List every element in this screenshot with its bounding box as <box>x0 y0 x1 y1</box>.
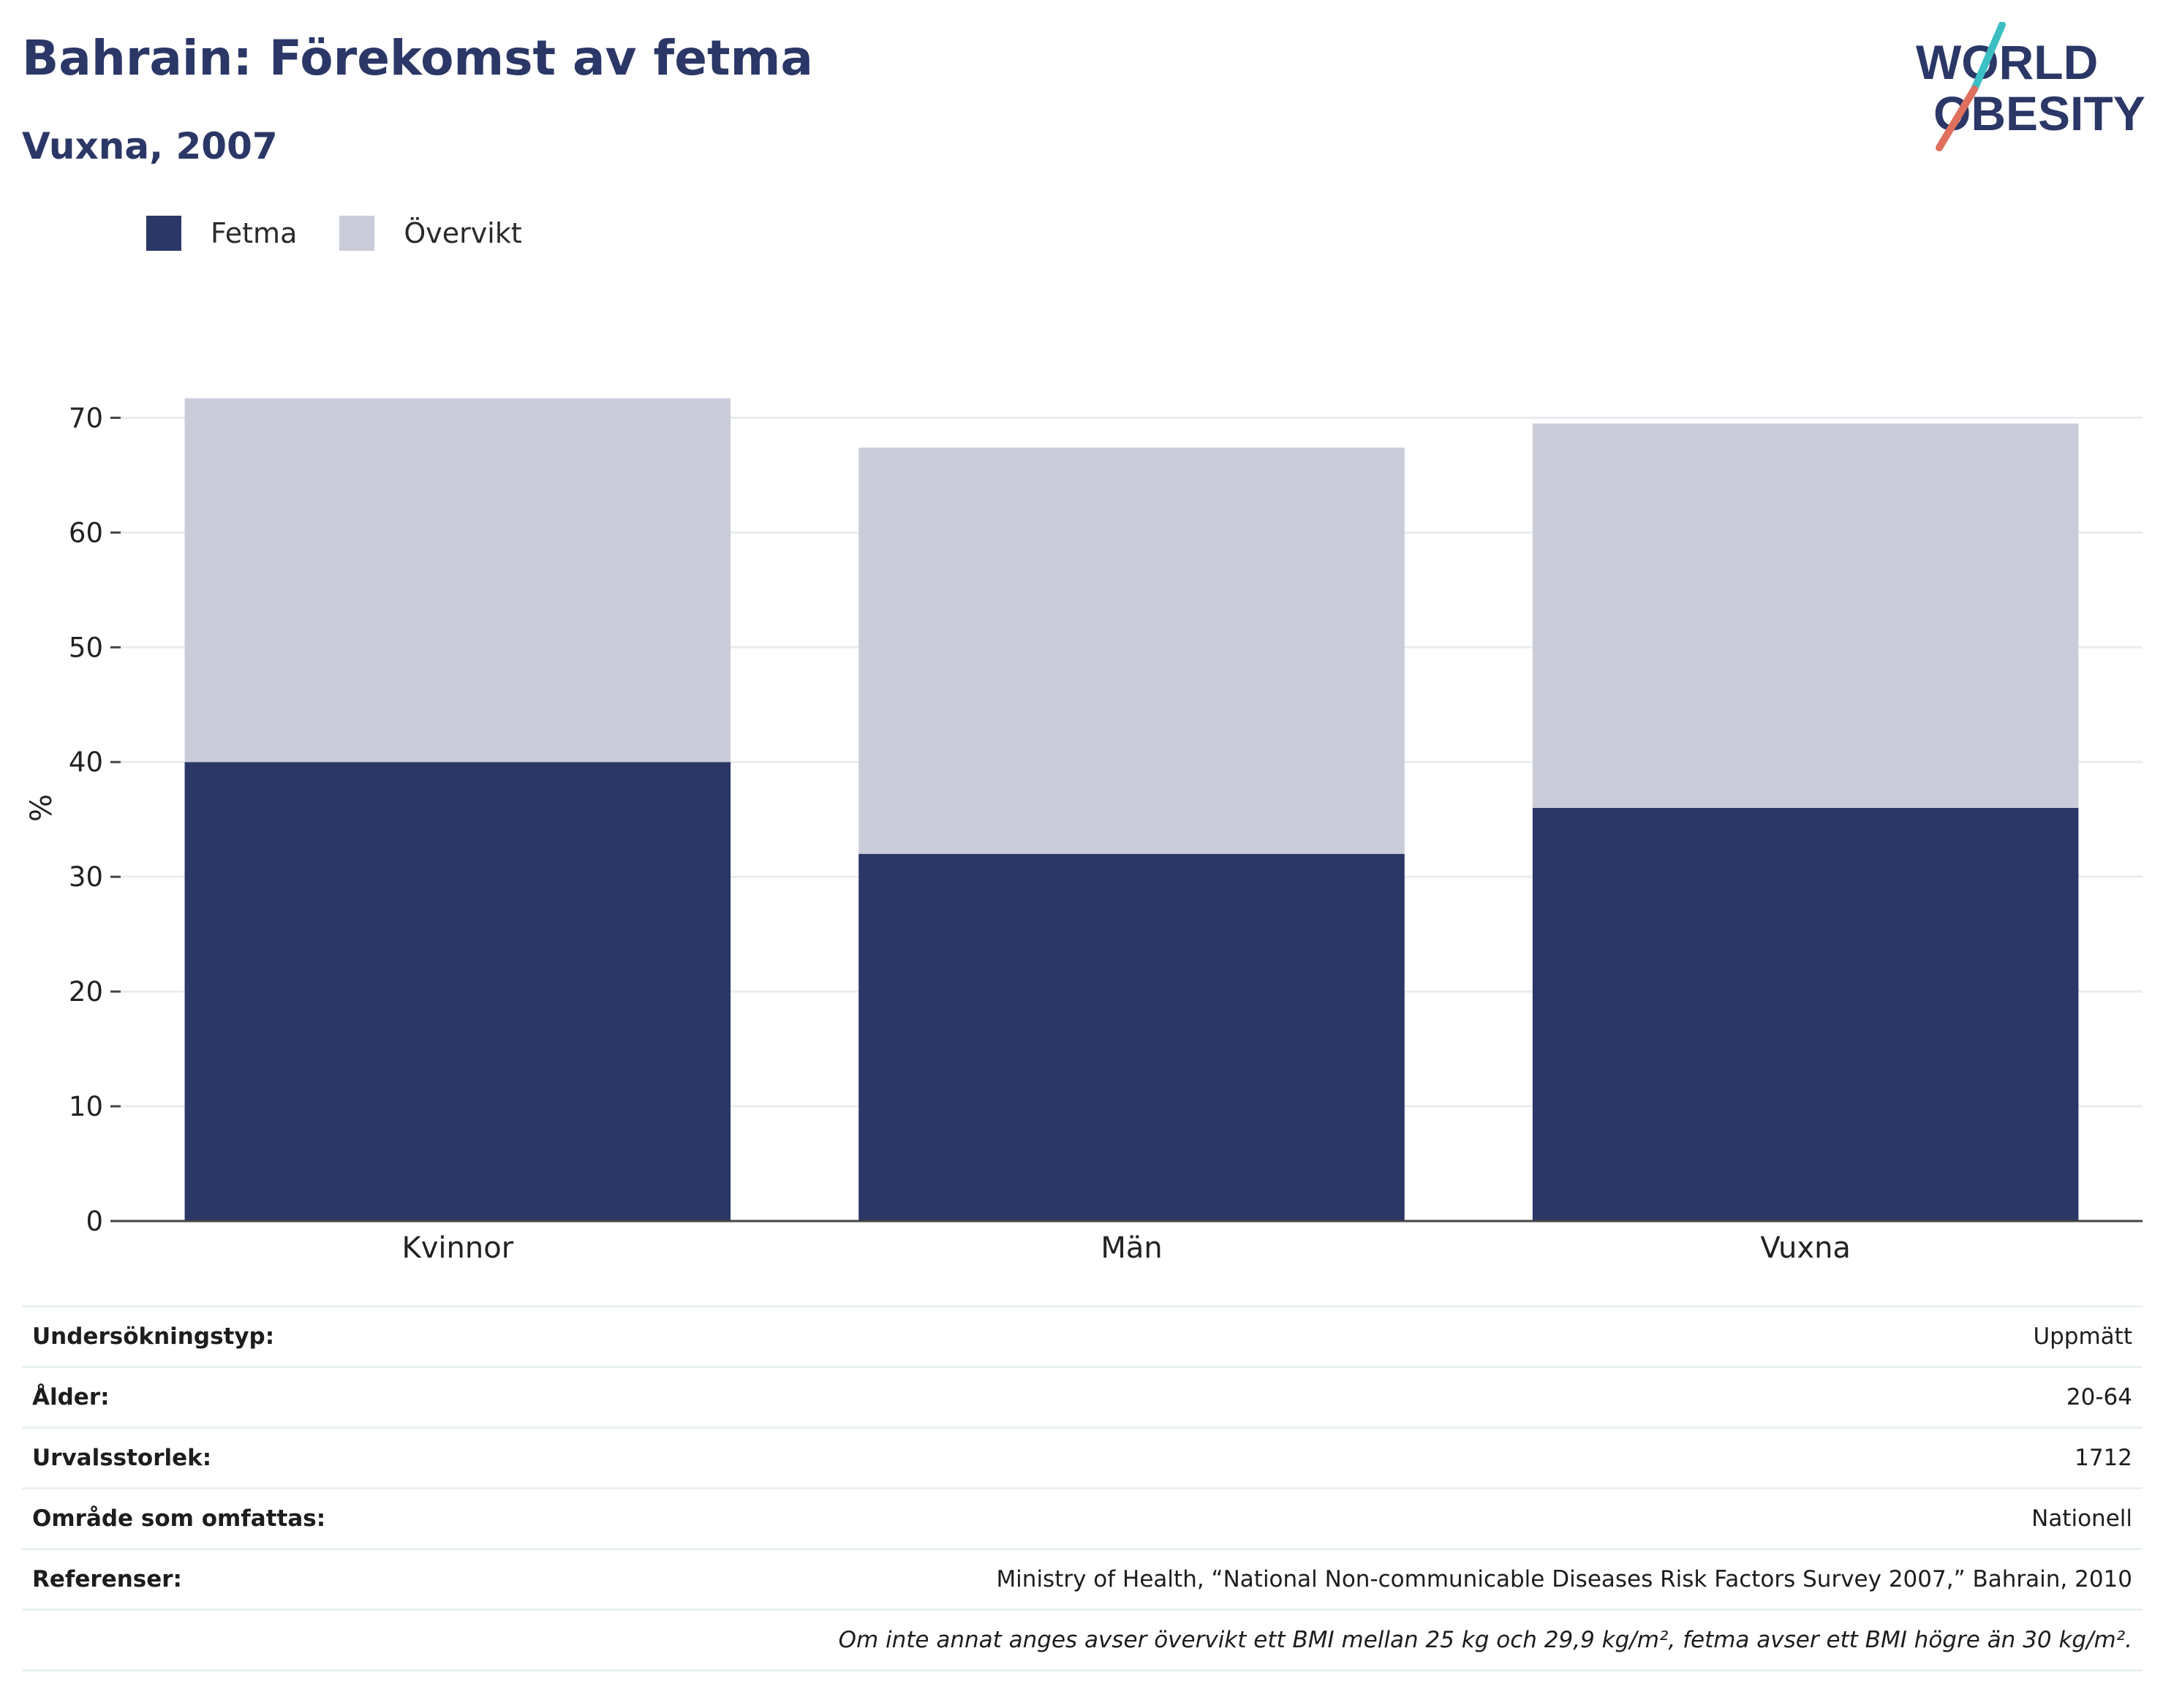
table-row: Om inte annat anges avser övervikt ett B… <box>22 1609 2143 1671</box>
legend-label-overvikt: Övervikt <box>404 217 522 249</box>
y-tick-label: 50 <box>69 632 103 663</box>
legend-item-fetma[interactable]: Fetma <box>146 216 297 251</box>
y-tick-label: 70 <box>69 402 103 434</box>
bar-fetma-kvinnor <box>184 762 731 1221</box>
bar-fetma-män <box>858 853 1405 1221</box>
survey-info-table: Undersökningstyp: Uppmätt Ålder: 20-64 U… <box>22 1305 2143 1671</box>
x-tick-label: Vuxna <box>1760 1231 1851 1265</box>
x-tick-label: Kvinnor <box>402 1231 514 1265</box>
bar-fetma-vuxna <box>1532 808 2079 1221</box>
y-tick-label: 40 <box>69 747 103 778</box>
bar-overvikt-män <box>858 447 1405 854</box>
logo-text-world: WORLD <box>1916 35 2098 89</box>
info-label: Referenser: <box>22 1548 475 1610</box>
table-row: Referenser: Ministry of Health, “Nationa… <box>22 1548 2143 1610</box>
y-tick-label: 0 <box>86 1206 103 1237</box>
y-tick-label: 60 <box>69 517 103 548</box>
legend-swatch-fetma <box>146 216 181 251</box>
legend-swatch-overvikt <box>339 216 375 251</box>
bar-chart: 0 10 20 30 40 50 60 70% Kvinnor Män Vuxna <box>25 398 2143 1265</box>
chart-legend: Fetma Övervikt <box>146 216 565 251</box>
info-value: 1712 <box>474 1427 2143 1489</box>
legend-label-fetma: Fetma <box>211 217 298 249</box>
x-tick-label: Män <box>1101 1231 1162 1265</box>
info-label: Undersökningstyp: <box>22 1305 475 1367</box>
info-label: Ålder: <box>22 1366 475 1428</box>
info-value: 20-64 <box>474 1366 2143 1428</box>
table-row: Område som omfattas: Nationell <box>22 1487 2143 1549</box>
logo-text-obesity: OBESITY <box>1933 86 2145 140</box>
logo-slash-coral <box>1936 86 1978 151</box>
logo-slash-teal <box>1971 22 2006 93</box>
world-obesity-logo: WORLD OBESITY <box>1916 22 2145 151</box>
y-tick-label: 30 <box>69 861 103 893</box>
bar-overvikt-vuxna <box>1532 423 2079 808</box>
info-value: Nationell <box>474 1487 2143 1549</box>
chart-title: Bahrain: Förekomst av fetma <box>22 30 813 86</box>
y-tick-label: 10 <box>69 1091 103 1122</box>
table-row: Undersökningstyp: Uppmätt <box>22 1305 2143 1367</box>
y-tick-label: 20 <box>69 976 103 1008</box>
definition-note: Om inte annat anges avser övervikt ett B… <box>22 1609 2143 1671</box>
info-value: Ministry of Health, “National Non-commun… <box>474 1548 2143 1610</box>
y-axis-label: % <box>25 794 58 822</box>
legend-item-overvikt[interactable]: Övervikt <box>339 216 522 251</box>
bar-overvikt-kvinnor <box>184 398 731 763</box>
table-row: Ålder: 20-64 <box>22 1366 2143 1428</box>
info-label: Urvalsstorlek: <box>22 1427 475 1489</box>
table-row: Urvalsstorlek: 1712 <box>22 1427 2143 1489</box>
info-label: Område som omfattas: <box>22 1487 475 1549</box>
chart-subtitle: Vuxna, 2007 <box>22 125 278 167</box>
info-value: Uppmätt <box>474 1305 2143 1367</box>
